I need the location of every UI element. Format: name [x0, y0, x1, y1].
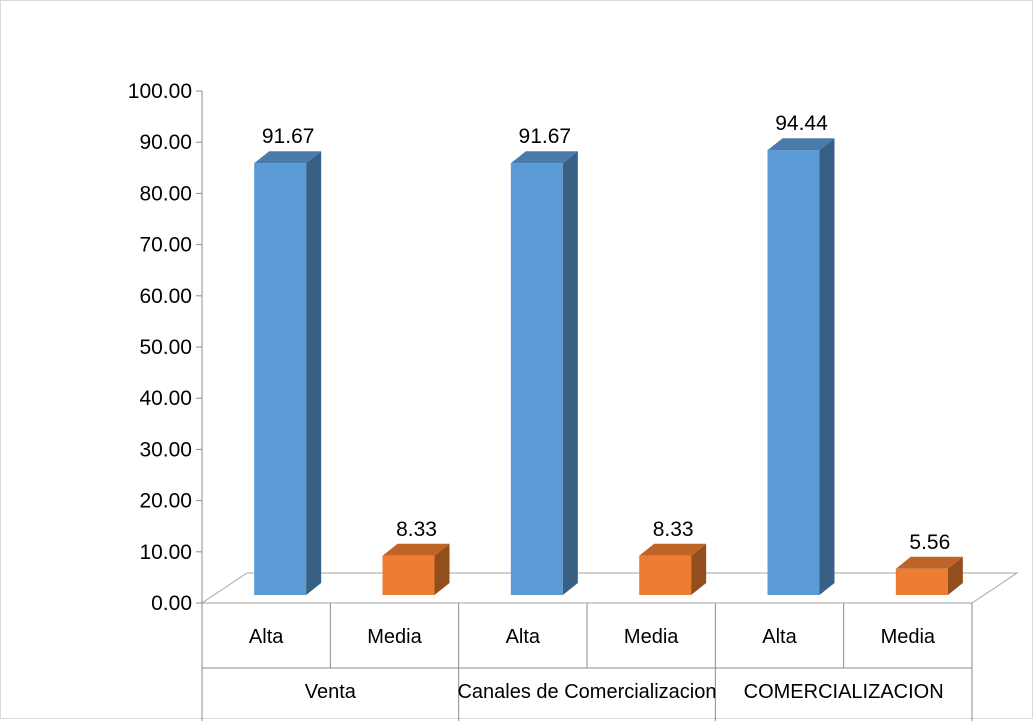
category-label: Media: [624, 626, 679, 648]
bar-front: [510, 163, 563, 595]
category-label: Alta: [762, 626, 797, 648]
labels-layer: Alta Media Alta Media Alta Media Venta Canales …: [249, 112, 950, 703]
bar-side: [947, 556, 963, 595]
axis-layer: 0.00 10.00 20.00 30.00 40.00 50.00 60.00 70.00 8…: [128, 80, 1019, 721]
y-tick-label: 0.00: [151, 592, 192, 615]
bar-top: [895, 556, 963, 569]
group-label: COMERCIALIZACION: [744, 681, 944, 703]
y-tick-label: 70.00: [139, 234, 192, 257]
y-tick-label: 10.00: [139, 541, 192, 564]
y-tick-label: 40.00: [139, 387, 192, 410]
bar-3: [510, 151, 578, 595]
category-label: Alta: [506, 626, 541, 648]
bar-top: [639, 543, 707, 556]
bar-side: [819, 138, 835, 595]
bars-layer: [254, 138, 963, 595]
y-tick-label: 30.00: [139, 438, 192, 461]
bar-front: [895, 568, 948, 595]
group-label: Venta: [305, 681, 357, 703]
bar-5: [767, 138, 835, 595]
y-tick-label: 80.00: [139, 182, 192, 205]
y-tick-label: 100.00: [128, 80, 192, 103]
data-label: 91.67: [262, 125, 315, 148]
bar-2: [382, 543, 450, 595]
bar-side: [306, 151, 322, 595]
data-label: 8.33: [396, 518, 437, 541]
bar-top: [382, 543, 450, 556]
group-label: Canales de Comercializacion: [457, 681, 716, 703]
bar-6: [895, 556, 963, 595]
y-tick-label: 60.00: [139, 285, 192, 308]
category-label: Media: [367, 626, 422, 648]
data-label: 8.33: [653, 518, 694, 541]
bar-front: [767, 150, 820, 595]
category-label: Alta: [249, 626, 284, 648]
data-label: 94.44: [775, 112, 828, 135]
data-label: 5.56: [909, 531, 950, 554]
bar-side: [691, 543, 707, 595]
y-tick-label: 50.00: [139, 336, 192, 359]
bar-front: [639, 555, 692, 595]
data-label: 91.67: [519, 125, 572, 148]
bar-side: [434, 543, 450, 595]
bar-top: [254, 151, 322, 164]
y-tick-label: 90.00: [139, 131, 192, 154]
bar-top: [510, 151, 578, 164]
bar-1: [254, 151, 322, 595]
y-tick-label: 20.00: [139, 490, 192, 513]
bar-top: [767, 138, 835, 151]
bar-front: [382, 555, 435, 595]
category-label: Media: [881, 626, 936, 648]
bar-side: [562, 151, 578, 595]
bar-front: [254, 163, 307, 595]
chart-floor: [200, 572, 1019, 604]
bar-4: [639, 543, 707, 595]
